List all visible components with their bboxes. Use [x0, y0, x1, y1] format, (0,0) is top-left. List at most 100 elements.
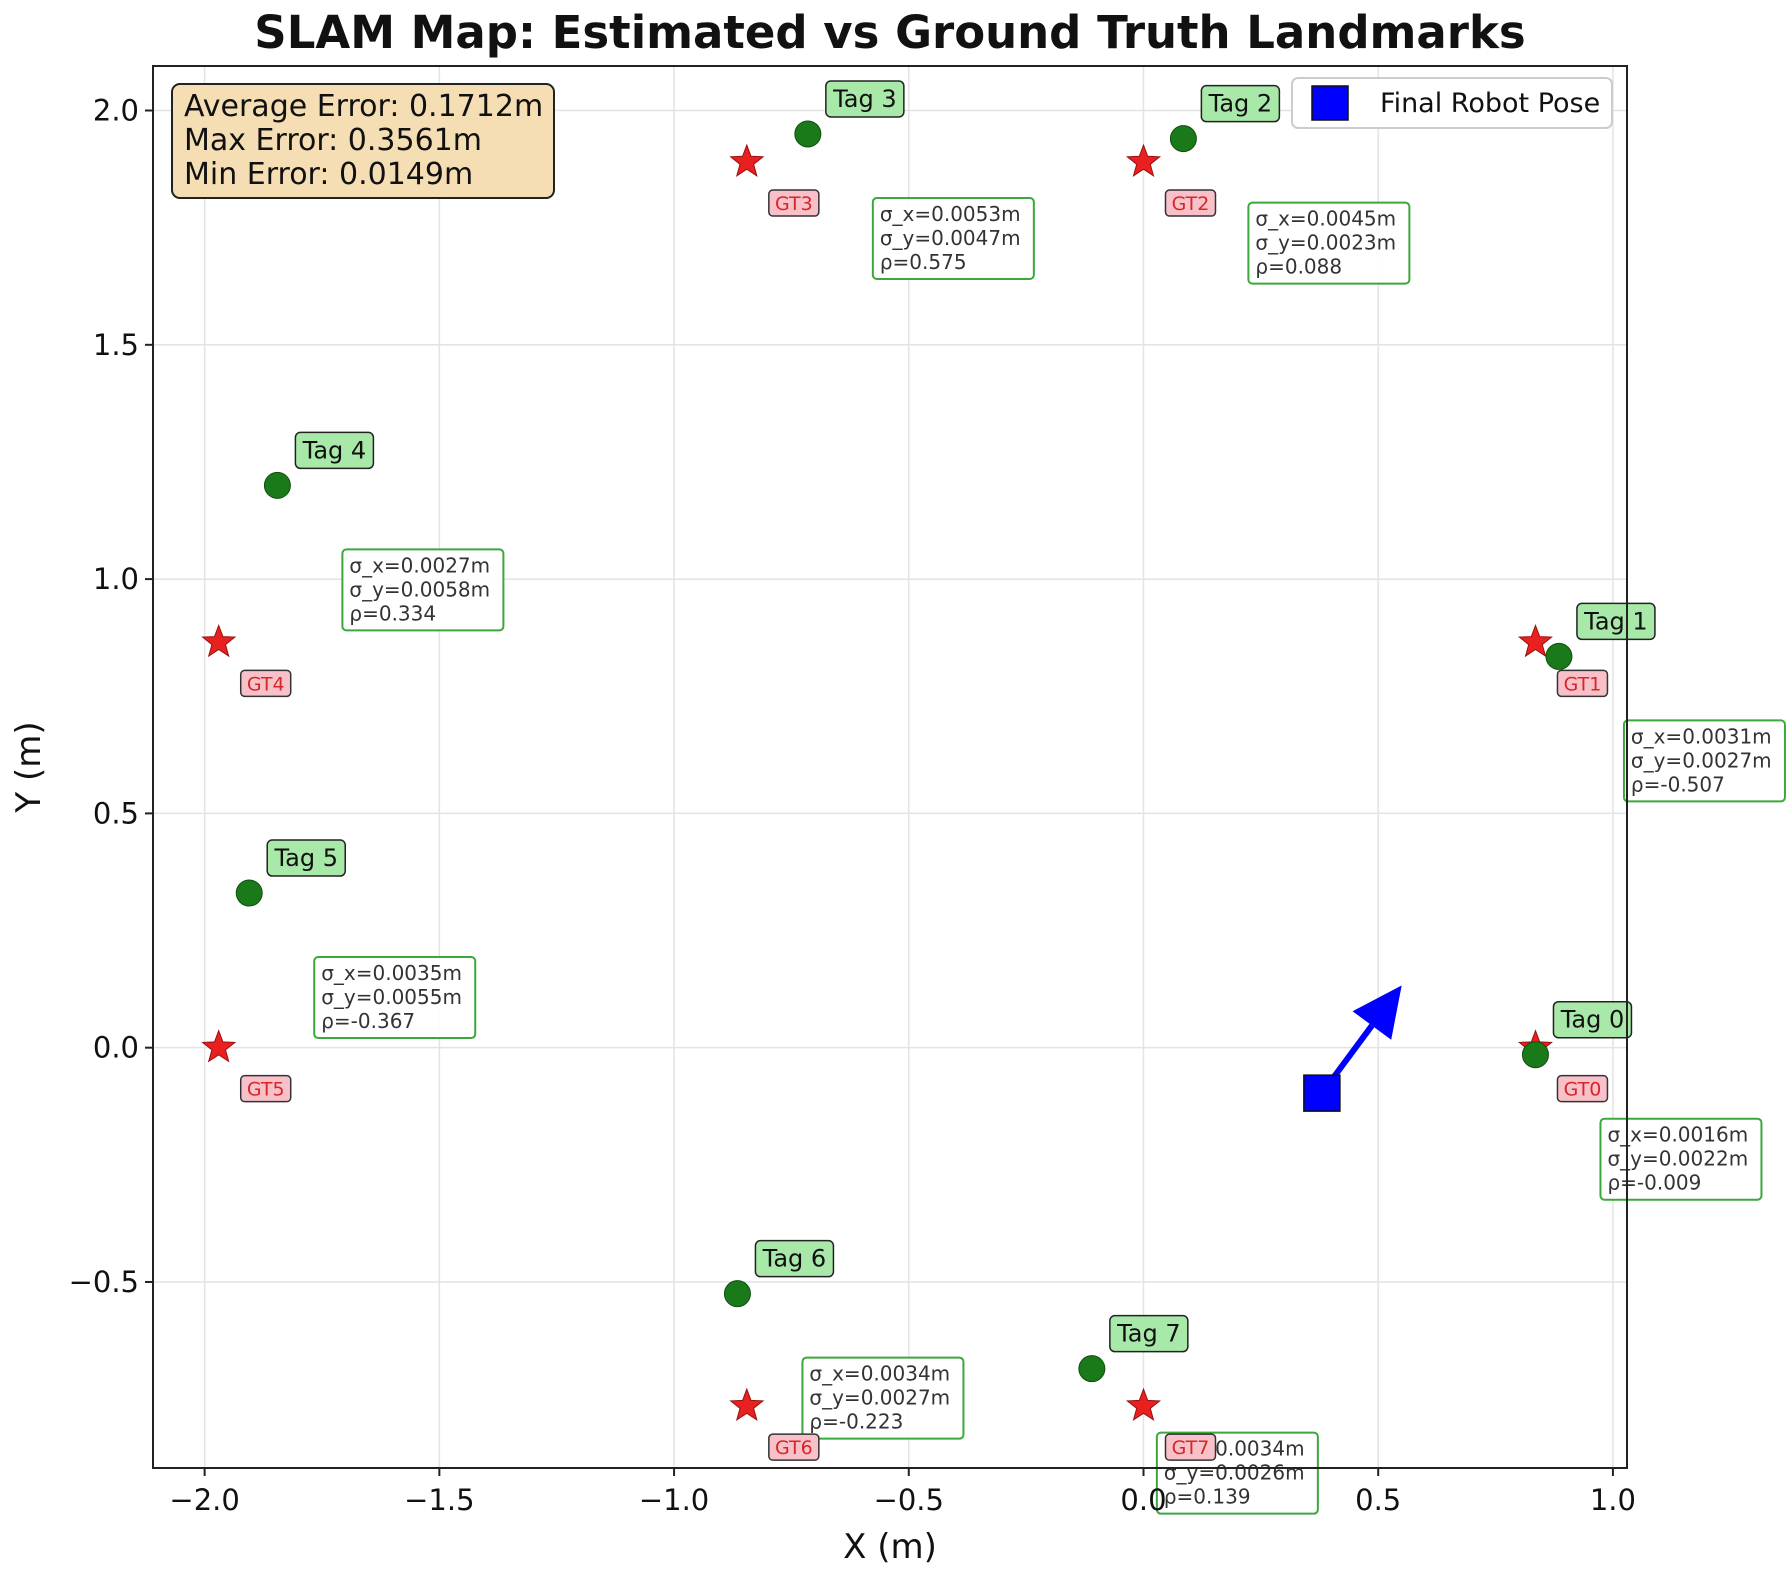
- covariance-sigma-x-1: σ_x=0.0031m: [1631, 724, 1772, 748]
- tag-label-4: Tag 4: [302, 436, 367, 464]
- covariance-rho-4: ρ=0.334: [349, 601, 436, 625]
- legend-robot-pose-marker: [1311, 85, 1349, 121]
- estimated-landmark-7: [1078, 1355, 1106, 1383]
- tag-label-box-3: [825, 80, 905, 118]
- covariance-box-4: [341, 548, 505, 632]
- axis-ticks: −2.0 −1.5 −1.0 −0.5 0.0 0.5 1.0 −0.5 0.0 0.5 1.0 1.…: [69, 94, 1636, 1517]
- covariance-box-3: [871, 196, 1035, 280]
- gt-label-box-6: [768, 1433, 820, 1461]
- tag-label-0: Tag 0: [1560, 1006, 1625, 1034]
- y-tick-label: −0.5: [69, 1265, 139, 1299]
- tag-label-box-4: [294, 431, 375, 470]
- error-stats-box: Average Error: 0.1712m Max Error: 0.3561…: [171, 83, 555, 199]
- covariance-sigma-x-0: σ_x=0.0016m: [1607, 1123, 1748, 1147]
- gt-label-5: GT5: [247, 1079, 285, 1101]
- covariance-sigma-y-2: σ_y=0.0023m: [1255, 231, 1396, 255]
- gt-label-box-7: [1164, 1433, 1217, 1461]
- legend-robot-pose-label: Final Robot Pose: [1380, 88, 1600, 119]
- gt-label-2: GT2: [1172, 193, 1210, 215]
- estimated-landmark-0: [1521, 1041, 1549, 1069]
- gt-label-box-3: [768, 189, 820, 217]
- y-axis-label: Y (m): [9, 721, 49, 813]
- y-tick-label: 2.0: [93, 94, 139, 128]
- covariance-sigma-x-6: σ_x=0.0034m: [809, 1362, 950, 1386]
- x-tick-label: 0.0: [1120, 1483, 1166, 1517]
- covariance-box-5: [313, 956, 477, 1040]
- gt-label-box-2: [1164, 189, 1217, 217]
- chart-title: SLAM Map: Estimated vs Ground Truth Land…: [254, 6, 1525, 59]
- gt-label-box-1: [1556, 669, 1609, 698]
- legend: Final Robot Pose: [1291, 77, 1613, 129]
- x-axis-label: X (m): [843, 1527, 937, 1567]
- y-tick-label: 1.0: [93, 562, 139, 596]
- covariance-sigma-x-4: σ_x=0.0027m: [349, 553, 490, 577]
- estimated-landmark-5: [235, 879, 263, 907]
- x-tick-label: 0.5: [1355, 1483, 1401, 1517]
- x-tick-label: −2.0: [169, 1483, 239, 1517]
- stats-average-error: Average Error: 0.1712m: [184, 89, 543, 124]
- tag-label-box-5: [266, 839, 346, 877]
- tag-label-6: Tag 6: [762, 1245, 827, 1273]
- covariance-sigma-y-3: σ_y=0.0047m: [880, 226, 1021, 250]
- x-tick-label: −0.5: [874, 1483, 944, 1517]
- gt-label-7: GT7: [1172, 1437, 1210, 1459]
- y-tick-label: 0.0: [93, 1031, 139, 1065]
- tag-label-box-2: [1200, 84, 1281, 123]
- plot-frame: [152, 65, 1628, 1469]
- covariance-rho-3: ρ=0.575: [880, 250, 967, 274]
- y-tick-label: 0.5: [93, 796, 139, 830]
- gt-label-box-4: [239, 669, 292, 698]
- ground-truth-star-6: [729, 1387, 765, 1422]
- ground-truth-star-1: [1517, 623, 1553, 658]
- gt-label-0: GT0: [1564, 1079, 1602, 1101]
- y-tick-label: 1.5: [93, 328, 139, 362]
- tag-label-box-7: [1109, 1314, 1189, 1353]
- gt-label-1: GT1: [1564, 673, 1602, 695]
- tag-label-3: Tag 3: [832, 85, 897, 113]
- gt-label-4: GT4: [247, 673, 285, 695]
- covariance-rho-0: ρ=-0.009: [1607, 1171, 1701, 1195]
- covariance-sigma-x-5: σ_x=0.0035m: [321, 961, 462, 985]
- ground-truth-star-2: [1125, 143, 1162, 177]
- ground-truth-star-4: [201, 623, 237, 658]
- covariance-sigma-y-5: σ_y=0.0055m: [321, 985, 462, 1009]
- landmark-marks: [201, 120, 1573, 1422]
- tag-label-5: Tag 5: [273, 844, 338, 872]
- covariance-sigma-y-7: σ_y=0.0026m: [1164, 1461, 1305, 1485]
- x-tick-label: −1.0: [639, 1483, 709, 1517]
- stats-min-error: Min Error: 0.0149m: [184, 157, 473, 192]
- ground-truth-star-7: [1125, 1387, 1162, 1422]
- gt-label-box-5: [239, 1074, 292, 1103]
- x-tick-label: 1.0: [1590, 1483, 1636, 1517]
- stats-max-error: Max Error: 0.3561m: [184, 123, 482, 158]
- estimated-landmark-1: [1545, 642, 1573, 670]
- tag-label-box-0: [1552, 1000, 1633, 1039]
- covariance-box-1: [1622, 719, 1786, 803]
- covariance-rho-6: ρ=-0.223: [809, 1410, 903, 1434]
- estimated-landmark-6: [723, 1280, 751, 1308]
- tag-label-2: Tag 2: [1208, 90, 1273, 118]
- covariance-sigma-x-3: σ_x=0.0053m: [880, 202, 1021, 226]
- covariance-sigma-y-4: σ_y=0.0058m: [349, 577, 490, 601]
- tag-label-box-6: [754, 1239, 835, 1278]
- ground-truth-star-3: [729, 143, 765, 177]
- tag-label-box-1: [1576, 602, 1656, 641]
- covariance-rho-5: ρ=-0.367: [321, 1009, 415, 1033]
- ground-truth-star-5: [201, 1029, 237, 1063]
- covariance-sigma-x-2: σ_x=0.0045m: [1255, 207, 1396, 231]
- landmark-labels: GT0 GT1 GT2 GT3 GT4 GT5 GT6 GT7 Tag 0 Tag 1 Tag 2 T…: [239, 80, 1656, 1461]
- estimated-landmark-2: [1169, 125, 1197, 153]
- tag-label-7: Tag 7: [1116, 1320, 1181, 1348]
- robot-pose-marker: [1303, 1074, 1341, 1112]
- covariance-rho-1: ρ=-0.507: [1631, 772, 1725, 796]
- robot-heading-arrow-head: [1352, 985, 1402, 1040]
- covariance-rho-7: ρ=0.139: [1164, 1485, 1251, 1509]
- covariance-box-2: [1247, 201, 1411, 285]
- gt-label-3: GT3: [775, 193, 813, 215]
- covariance-box-6: [801, 1356, 965, 1440]
- gt-label-box-0: [1556, 1074, 1609, 1103]
- covariance-box-0: [1599, 1117, 1763, 1201]
- covariance-sigma-y-1: σ_y=0.0027m: [1631, 748, 1772, 772]
